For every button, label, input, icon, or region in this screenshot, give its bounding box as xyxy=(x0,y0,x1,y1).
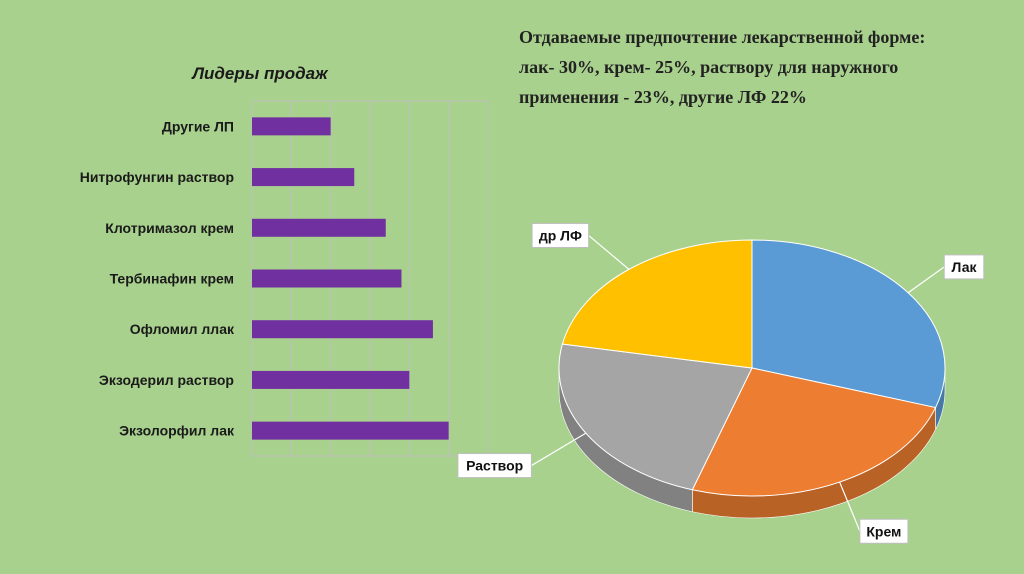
bar xyxy=(252,218,386,237)
bar xyxy=(252,370,410,389)
bar-chart: Другие ЛП Нитрофунгин раствор Клотримазол … xyxy=(80,100,489,457)
pie-label-text: др ЛФ xyxy=(539,227,582,243)
pie-data-label: Раствор xyxy=(457,453,532,479)
leader-line xyxy=(588,235,630,270)
pie-slice xyxy=(691,367,937,497)
bar xyxy=(252,421,449,440)
bar xyxy=(252,269,402,288)
pie-label-box xyxy=(531,222,590,248)
category-label: Клотримазол крем xyxy=(105,220,234,236)
pie-data-label: др ЛФ xyxy=(531,222,590,248)
category-label: Экзолорфил лак xyxy=(119,423,235,439)
pie-slice xyxy=(558,343,753,491)
pie-slice xyxy=(561,239,753,369)
category-label: Другие ЛП xyxy=(162,118,234,134)
leader-line xyxy=(907,266,945,294)
pie-label-text: Раствор xyxy=(466,458,523,474)
leader-line xyxy=(839,481,861,532)
pie-label-box xyxy=(457,453,532,479)
bar xyxy=(252,117,331,136)
category-label: Офломил ллак xyxy=(130,321,235,337)
category-label: Тербинафин крем xyxy=(110,271,234,287)
pie-label-box xyxy=(859,518,909,544)
pie-label-box xyxy=(943,254,985,280)
bar xyxy=(252,320,433,339)
preference-note: Отдаваемые предпочтение лекарственной фо… xyxy=(519,27,926,107)
leader-line xyxy=(531,432,587,467)
category-label: Нитрофунгин раствор xyxy=(80,169,234,185)
pie-slice xyxy=(751,239,946,409)
pie-data-label: Лак xyxy=(943,254,985,280)
pie-data-label: Крем xyxy=(859,518,909,544)
category-label: Экзодерил раствор xyxy=(99,372,234,388)
pie-label-text: Лак xyxy=(952,259,978,275)
bar-chart-title: Лидеры продаж xyxy=(192,64,328,83)
pie-chart: Лак Крем Раствор др ЛФ xyxy=(457,222,985,544)
bar xyxy=(252,168,355,187)
pie-label-text: Крем xyxy=(866,523,901,539)
